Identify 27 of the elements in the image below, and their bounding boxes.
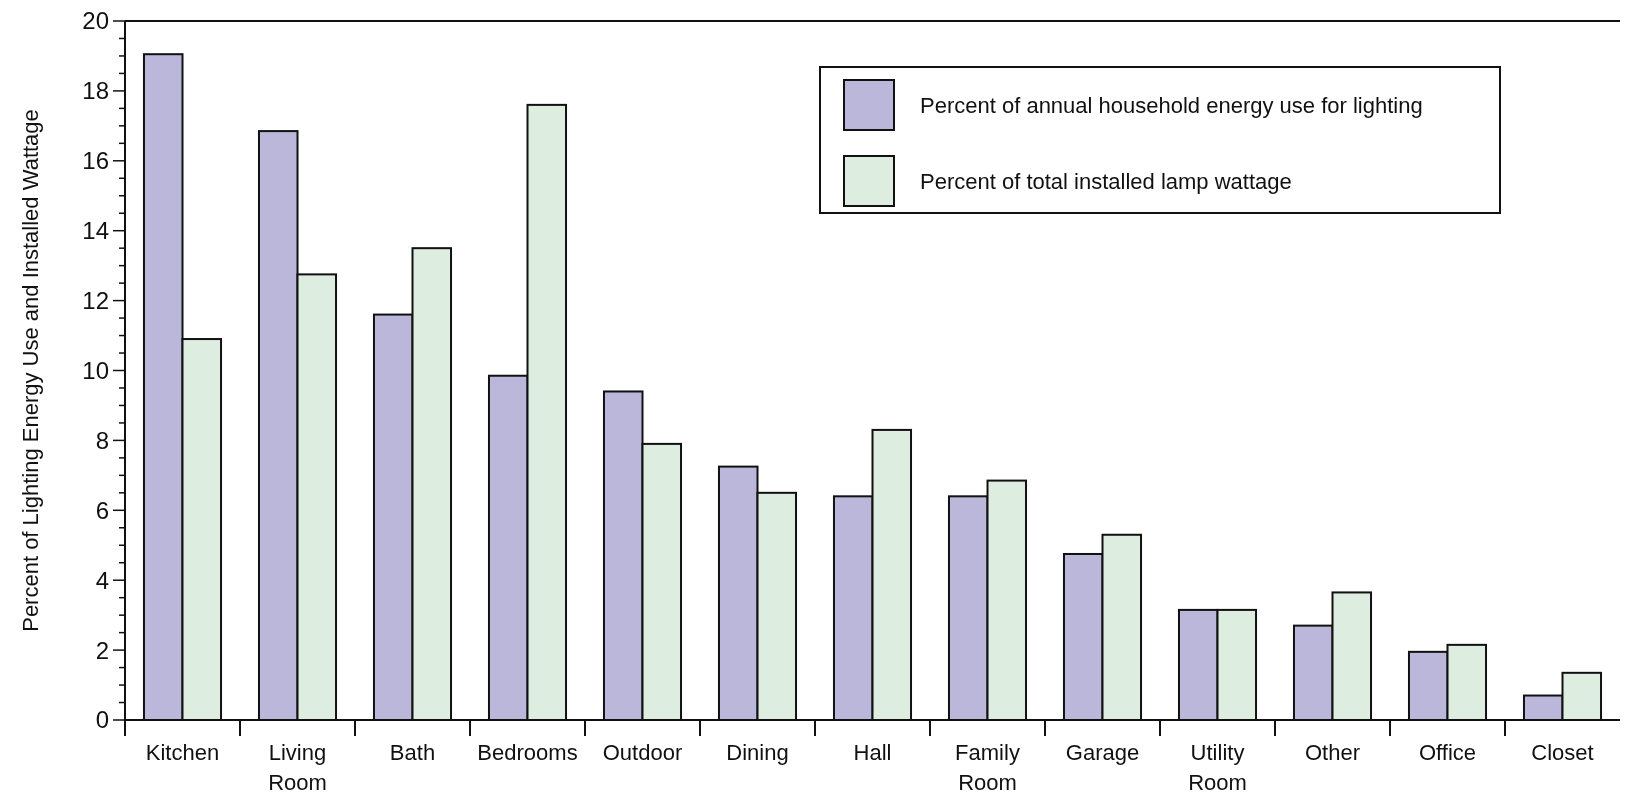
x-tick-label: Office [1418,740,1477,765]
y-tick-label: 6 [95,496,109,524]
y-tick-label: 14 [82,217,109,245]
y-tick-label: 8 [95,426,109,454]
y-tick-label: 0 [95,706,109,734]
x-tick-label: Dining [726,740,789,765]
x-tick-label: Bedrooms [477,740,578,765]
legend-label: Percent of annual household energy use for lighting [920,92,1423,118]
x-tick-label: Garage [1065,740,1140,765]
x-tick-label: Other [1304,740,1361,765]
y-tick-label: 10 [82,356,109,384]
x-tick-label: Family Room [955,740,1020,795]
x-tick-label: Closet [1531,740,1594,765]
legend-label: Percent of total installed lamp wattage [920,168,1292,194]
y-tick-label: 18 [82,77,109,105]
y-tick-label: 16 [82,147,109,175]
x-tick-label: Kitchen [145,740,220,765]
x-tick-label: Outdoor [602,740,683,765]
x-tick-label: Hall [853,740,892,765]
y-axis-title: Percent of Lighting Energy Use and Installed Wattage [18,109,43,632]
x-tick-label: Living Room [268,740,327,795]
y-tick-label: 20 [82,7,109,35]
x-tick-label: Utility Room [1188,740,1247,795]
x-tick-label: Bath [389,740,436,765]
y-tick-label: 4 [95,566,109,594]
y-tick-label: 12 [82,287,109,314]
y-tick-label: 2 [95,636,109,664]
